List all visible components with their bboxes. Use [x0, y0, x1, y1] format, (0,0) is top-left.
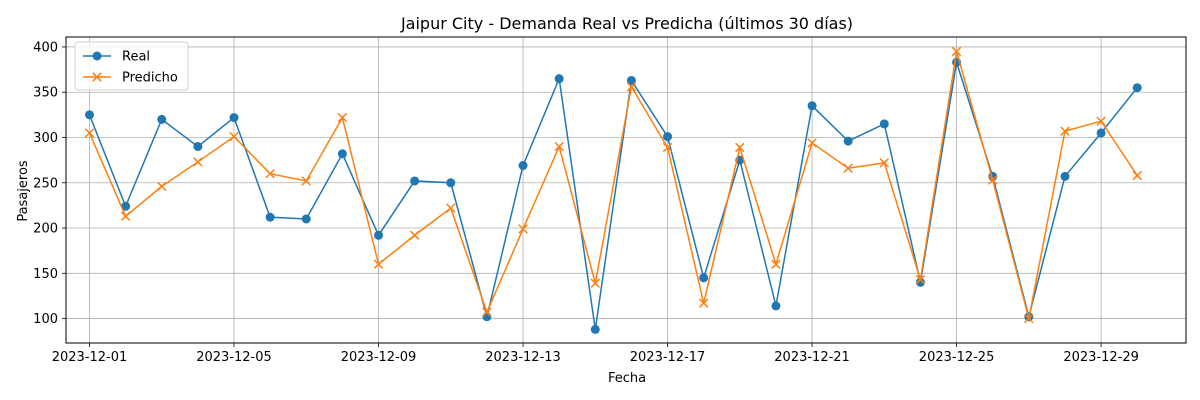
- series-real: [84, 57, 1142, 334]
- data-point-predicho: [1060, 126, 1070, 136]
- data-point-real: [554, 74, 564, 84]
- x-tick-label: 2023-12-17: [630, 350, 706, 365]
- data-point-real: [157, 114, 167, 124]
- data-point-real: [301, 214, 311, 224]
- data-point-real: [590, 324, 600, 334]
- data-point-real: [1132, 83, 1142, 93]
- data-point-real: [265, 212, 275, 222]
- data-point-predicho: [590, 278, 601, 288]
- data-point-predicho: [915, 274, 926, 285]
- series-group: [84, 46, 1142, 334]
- data-point-real: [626, 75, 636, 85]
- legend-marker-predicho: [92, 72, 102, 82]
- legend-box: [74, 41, 189, 91]
- data-point-predicho: [229, 131, 239, 142]
- series-line-real: [88, 62, 1138, 330]
- data-point-real: [121, 201, 131, 211]
- data-point-predicho: [843, 163, 853, 174]
- y-axis-label: Pasajeros: [16, 160, 31, 222]
- data-point-predicho: [987, 175, 998, 185]
- data-point-predicho: [698, 298, 709, 308]
- data-point-predicho: [373, 259, 384, 269]
- data-point-real: [193, 142, 203, 152]
- axis-ticks: 2023-12-01 2023-12-05 2023-12-09 2023-12-13…: [33, 40, 1139, 365]
- legend-label-real: Real: [122, 50, 150, 65]
- y-tick-label: 400: [33, 40, 58, 55]
- data-point-predicho: [735, 142, 745, 153]
- series-predicho: [84, 46, 1142, 324]
- x-tick-label: 2023-12-05: [196, 350, 272, 365]
- data-point-real: [663, 132, 673, 142]
- grid-lines: [66, 37, 1186, 343]
- data-point-real: [229, 113, 239, 123]
- x-tick-label: 2023-12-21: [774, 350, 850, 365]
- data-point-real: [1096, 128, 1106, 138]
- y-tick-label: 150: [33, 267, 58, 282]
- data-point-predicho: [807, 138, 817, 148]
- plot-area-frame: [65, 36, 1187, 344]
- data-point-predicho: [265, 168, 275, 179]
- data-point-predicho: [662, 142, 673, 153]
- data-point-real: [337, 149, 347, 159]
- data-point-predicho: [446, 203, 456, 213]
- y-tick-label: 250: [33, 176, 58, 191]
- series-line-predicho: [88, 51, 1138, 319]
- x-tick-label: 2023-12-29: [1063, 350, 1139, 365]
- data-point-predicho: [482, 307, 492, 317]
- data-point-predicho: [518, 224, 528, 234]
- data-point-predicho: [1096, 116, 1106, 126]
- x-axis-label: Fecha: [608, 371, 646, 386]
- data-point-real: [771, 301, 781, 311]
- y-tick-label: 100: [33, 312, 58, 327]
- data-point-real: [915, 277, 925, 287]
- data-point-predicho: [626, 82, 637, 92]
- chart-title: Jaipur City - Demanda Real vs Predicha (…: [400, 14, 853, 33]
- data-point-real: [807, 101, 817, 111]
- legend-marker-real: [92, 51, 102, 61]
- data-point-predicho: [120, 211, 131, 221]
- data-point-real: [518, 161, 528, 171]
- x-tick-label: 2023-12-01: [52, 350, 128, 365]
- data-point-real: [410, 176, 420, 186]
- data-point-predicho: [337, 112, 348, 123]
- data-point-real: [374, 230, 384, 240]
- data-point-real: [699, 273, 709, 283]
- data-point-predicho: [301, 176, 311, 186]
- legend: Real Predicho: [74, 41, 189, 91]
- data-point-predicho: [1024, 313, 1034, 324]
- data-point-real: [1060, 171, 1070, 181]
- data-point-predicho: [1132, 170, 1142, 181]
- data-point-real: [446, 178, 456, 188]
- y-tick-label: 350: [33, 86, 58, 101]
- y-tick-label: 300: [33, 131, 58, 146]
- y-tick-label: 200: [33, 222, 58, 237]
- data-point-predicho: [193, 157, 203, 167]
- data-point-real: [843, 136, 853, 146]
- data-point-predicho: [554, 141, 564, 152]
- data-point-predicho: [84, 128, 95, 138]
- x-tick-label: 2023-12-13: [485, 350, 561, 365]
- data-point-real: [84, 110, 94, 120]
- data-point-predicho: [409, 230, 420, 240]
- legend-label-predicho: Predicho: [122, 71, 178, 86]
- data-point-predicho: [157, 181, 167, 192]
- x-tick-label: 2023-12-09: [341, 350, 417, 365]
- data-point-real: [879, 119, 889, 129]
- data-point-predicho: [951, 46, 962, 57]
- x-tick-label: 2023-12-25: [919, 350, 995, 365]
- data-point-predicho: [879, 158, 890, 168]
- data-point-predicho: [771, 259, 781, 269]
